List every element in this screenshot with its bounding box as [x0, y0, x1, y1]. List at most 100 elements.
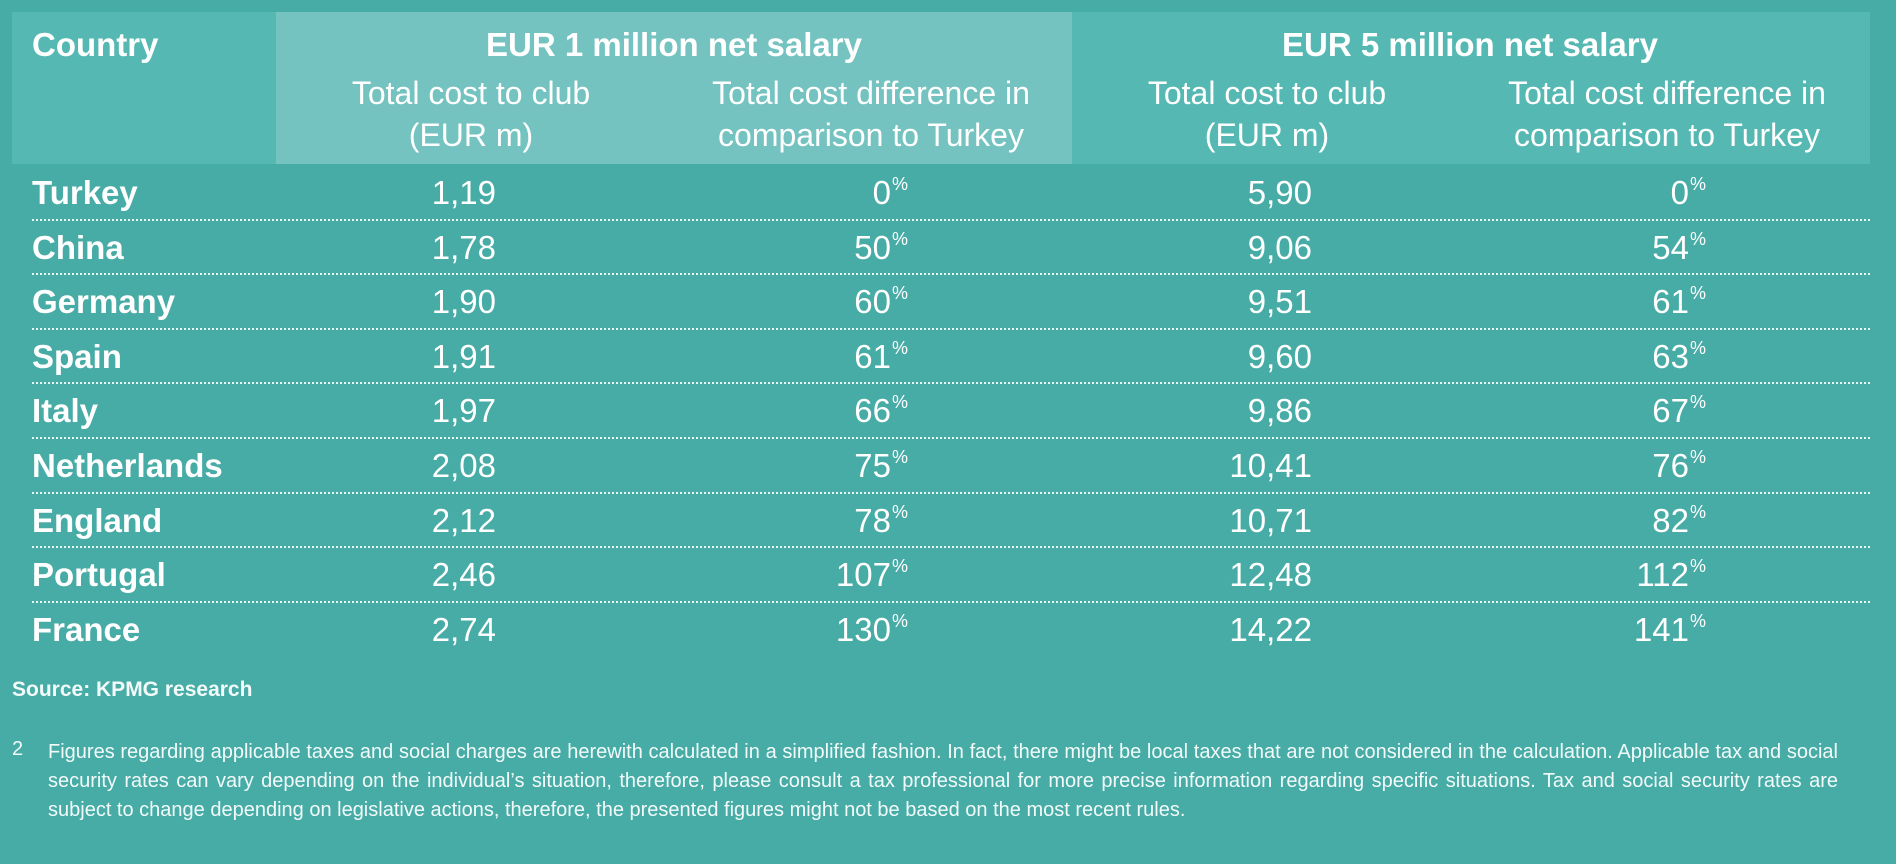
- diff-5m-cell: 67%: [1500, 384, 1706, 443]
- header-group1-title: EUR 1 million net salary: [486, 26, 862, 63]
- cost-5m-cell: 9,51: [1100, 275, 1312, 329]
- diff-1m-cell-value: 130: [835, 610, 891, 648]
- percent-sign: %: [1689, 610, 1706, 631]
- cost-5m-cell-value: 9,06: [1247, 228, 1312, 266]
- country-cell-value: Turkey: [32, 174, 138, 211]
- diff-1m-cell-value: 66: [854, 392, 891, 430]
- header-group1-difference: Total cost difference in comparison to T…: [712, 75, 1030, 153]
- cost-1m-cell-value: 2,12: [431, 501, 496, 539]
- country-cell: Netherlands: [32, 439, 223, 493]
- cost-1m-cell: 2,12: [300, 494, 496, 548]
- percent-sign: %: [1689, 392, 1706, 413]
- cost-1m-cell-value: 2,46: [431, 556, 496, 594]
- cost-5m-cell-value: 9,86: [1247, 392, 1312, 430]
- diff-1m-cell: 78%: [700, 494, 908, 553]
- table-row: China 1,78 50% 9,06 54%: [0, 221, 1896, 276]
- table-row: England 2,12 78% 10,71 82%: [0, 494, 1896, 549]
- header-group2-difference: Total cost difference in comparison to T…: [1508, 75, 1826, 153]
- header-band-group2: [1072, 12, 1870, 164]
- cost-1m-cell-value: 2,74: [431, 610, 496, 648]
- diff-5m-cell-value: 112: [1636, 556, 1689, 594]
- cost-1m-cell: 1,90: [300, 275, 496, 329]
- diff-5m-cell: 112%: [1500, 548, 1706, 607]
- cost-1m-cell: 2,46: [300, 548, 496, 602]
- cost-1m-cell: 1,97: [300, 384, 496, 438]
- percent-sign: %: [891, 392, 908, 413]
- diff-1m-cell: 66%: [700, 384, 908, 443]
- country-cell-value: England: [32, 501, 163, 539]
- cost-5m-cell-value: 9,51: [1247, 283, 1312, 321]
- cost-5m-cell: 14,22: [1100, 603, 1312, 657]
- country-cell-value: France: [32, 610, 141, 648]
- diff-1m-cell-value: 50: [854, 228, 891, 266]
- percent-sign: %: [1689, 501, 1706, 522]
- diff-5m-cell: 76%: [1500, 439, 1706, 498]
- footnote-text: Figures regarding applicable taxes and s…: [48, 741, 1838, 821]
- table-row: Spain 1,91 61% 9,60 63%: [0, 330, 1896, 385]
- percent-sign: %: [1689, 228, 1706, 249]
- percent-sign: %: [1689, 446, 1706, 467]
- percent-sign: %: [891, 446, 908, 467]
- cost-1m-cell-value: 1,91: [431, 337, 496, 375]
- diff-1m-cell-value: 78: [854, 501, 891, 539]
- diff-1m-cell: 50%: [700, 221, 908, 280]
- diff-5m-cell-value: 67: [1652, 392, 1689, 430]
- cost-5m-cell-value: 5,90: [1247, 174, 1312, 211]
- diff-1m-cell-value: 61: [854, 337, 891, 375]
- diff-5m-cell: 141%: [1500, 603, 1706, 662]
- diff-1m-cell: 60%: [700, 275, 908, 334]
- country-cell: England: [32, 494, 162, 548]
- cost-1m-cell-value: 1,90: [431, 283, 496, 321]
- cost-5m-cell-value: 10,71: [1229, 501, 1312, 539]
- diff-5m-cell-value: 141: [1633, 610, 1689, 648]
- source-note: Source: KPMG research: [12, 678, 253, 701]
- cost-1m-cell: 1,91: [300, 330, 496, 384]
- cost-5m-cell: 9,06: [1100, 221, 1312, 275]
- country-cell-value: Italy: [32, 392, 99, 430]
- header-group2-cost: Total cost to club (EUR m): [1147, 75, 1387, 153]
- diff-1m-cell-value: 60: [854, 283, 891, 321]
- percent-sign: %: [891, 228, 908, 249]
- diff-5m-cell: 82%: [1500, 494, 1706, 553]
- percent-sign: %: [891, 174, 908, 194]
- table-row: Netherlands 2,08 75% 10,41 76%: [0, 439, 1896, 494]
- percent-sign: %: [891, 610, 908, 631]
- diff-5m-cell-value: 54: [1652, 228, 1689, 266]
- cost-5m-cell-value: 9,60: [1247, 337, 1312, 375]
- diff-5m-cell: 61%: [1500, 275, 1706, 334]
- percent-sign: %: [1689, 337, 1706, 358]
- footnote-number: 2: [12, 738, 24, 760]
- table-body: Turkey 1,19 0% 5,90 0% China 1,78 50% 9,06 54% Ger…: [0, 166, 1896, 657]
- cost-1m-cell: 1,19: [300, 166, 496, 220]
- country-cell-value: China: [32, 228, 124, 266]
- cost-5m-cell: 10,41: [1100, 439, 1312, 493]
- percent-sign: %: [1689, 283, 1706, 304]
- diff-1m-cell: 107%: [700, 548, 908, 607]
- percent-sign: %: [1689, 174, 1706, 194]
- cost-5m-cell-value: 10,41: [1229, 446, 1312, 484]
- country-cell: Germany: [32, 275, 175, 329]
- diff-1m-cell-value: 75: [854, 446, 891, 484]
- cost-5m-cell: 9,86: [1100, 384, 1312, 438]
- table-row: France 2,74 130% 14,22 141%: [0, 603, 1896, 658]
- cost-5m-cell: 10,71: [1100, 494, 1312, 548]
- country-cell: Italy: [32, 384, 98, 438]
- diff-5m-cell-value: 0: [1670, 174, 1689, 211]
- diff-5m-cell: 54%: [1500, 221, 1706, 280]
- percent-sign: %: [891, 556, 908, 577]
- cost-5m-cell: 12,48: [1100, 548, 1312, 602]
- percent-sign: %: [891, 283, 908, 304]
- country-cell: Portugal: [32, 548, 166, 602]
- cost-1m-cell-value: 1,97: [431, 392, 496, 430]
- diff-5m-cell-value: 82: [1652, 501, 1689, 539]
- table-row: Germany 1,90 60% 9,51 61%: [0, 275, 1896, 330]
- diff-5m-cell: 0%: [1500, 166, 1706, 225]
- diff-5m-cell: 63%: [1500, 330, 1706, 389]
- table-row: Turkey 1,19 0% 5,90 0%: [0, 166, 1896, 221]
- table-row: Portugal 2,46 107% 12,48 112%: [0, 548, 1896, 603]
- header-band-country: [12, 12, 276, 164]
- percent-sign: %: [1689, 556, 1706, 577]
- header-band-group1: [276, 12, 1072, 164]
- diff-1m-cell: 0%: [700, 166, 908, 225]
- header-group2-title: EUR 5 million net salary: [1282, 26, 1658, 63]
